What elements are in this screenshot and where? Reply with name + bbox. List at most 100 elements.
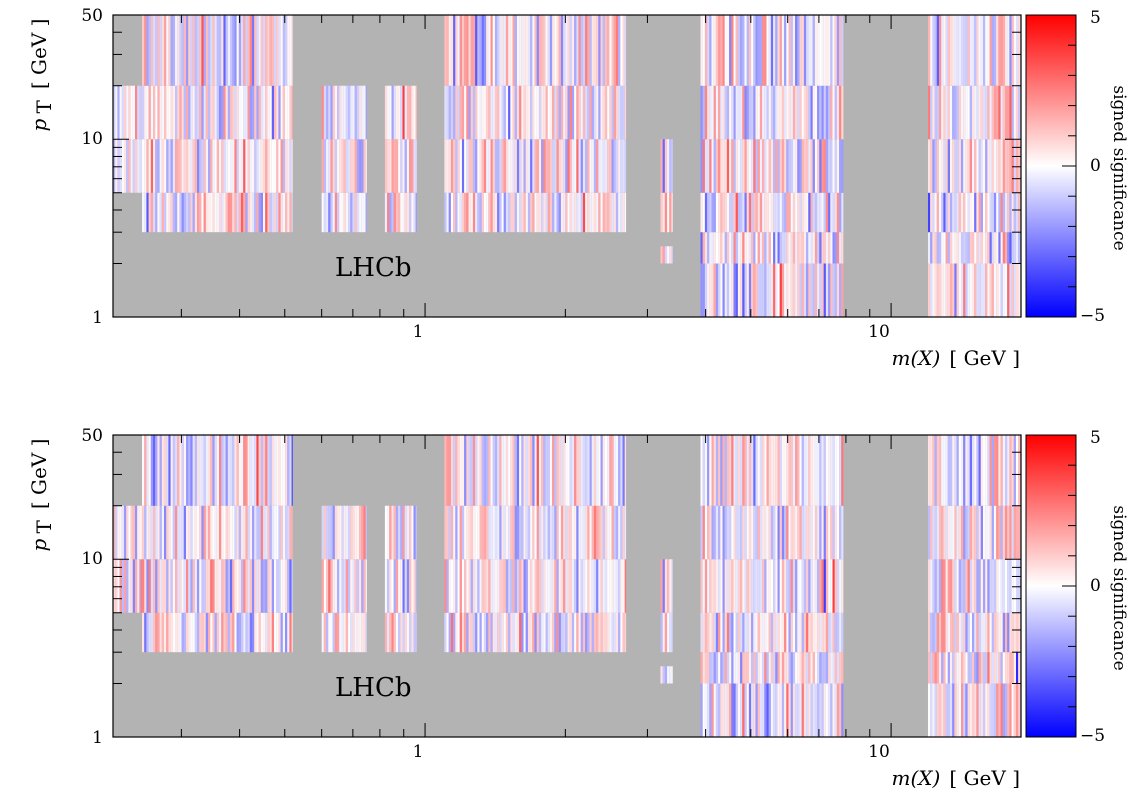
heatmap-cell (563, 15, 566, 86)
heatmap-cell (596, 85, 599, 140)
heatmap-cell (486, 15, 489, 86)
heatmap-cell (538, 435, 542, 506)
heatmap-cell (742, 85, 745, 140)
heatmap-cell (1004, 652, 1008, 684)
heatmap-cell (400, 559, 403, 613)
heatmap-cell (1002, 15, 1005, 86)
heatmap-cell (828, 263, 831, 317)
heatmap-cell (1011, 505, 1014, 560)
heatmap-cell (214, 139, 217, 193)
heatmap-cell (965, 15, 968, 86)
heatmap-cell (363, 505, 366, 560)
heatmap-cell (996, 559, 999, 613)
heatmap-cell (190, 139, 193, 193)
heatmap-cell (265, 15, 268, 86)
heatmap-cell (508, 192, 511, 233)
heatmap-cell (618, 192, 621, 233)
heatmap-cell (527, 85, 531, 140)
heatmap-cell (757, 15, 760, 86)
heatmap-cell (740, 559, 743, 613)
heatmap-cell (536, 139, 539, 193)
heatmap-cell (726, 505, 730, 560)
heatmap-cell (413, 505, 416, 560)
heatmap-cell (571, 435, 575, 506)
heatmap-cell (963, 683, 966, 737)
heatmap-cell (287, 505, 290, 560)
heatmap-cell (402, 505, 405, 560)
heatmap-cell (453, 435, 456, 506)
heatmap-cell (576, 612, 579, 653)
heatmap-cell (985, 559, 988, 613)
top-y-axis-label: p T [ GeV ] (27, 19, 56, 132)
heatmap-cell (516, 505, 520, 560)
heatmap-cell (971, 435, 975, 506)
heatmap-cell (470, 85, 473, 140)
heatmap-cell (768, 612, 771, 653)
heatmap-cell (470, 612, 473, 653)
heatmap-cell (709, 652, 712, 684)
heatmap-cell (400, 505, 403, 560)
heatmap-cell (797, 652, 800, 684)
heatmap-cell (289, 505, 292, 560)
heatmap-cell (269, 192, 272, 233)
heatmap-cell (179, 435, 182, 506)
heatmap-cell (267, 505, 270, 560)
heatmap-cell (175, 505, 178, 560)
heatmap-cell (989, 435, 992, 506)
heatmap-cell (128, 505, 131, 560)
heatmap-cell (830, 263, 833, 317)
heatmap-cell (823, 559, 826, 613)
heatmap-cell (525, 559, 528, 613)
heatmap-cell (766, 559, 769, 613)
heatmap-cell (406, 559, 410, 613)
heatmap-cell (801, 15, 804, 86)
top-cell-group-5-1 (660, 192, 673, 233)
heatmap-cell (243, 505, 246, 560)
heatmap-cell (247, 612, 250, 653)
heatmap-cell (989, 192, 992, 233)
heatmap-cell (945, 192, 948, 233)
heatmap-cell (341, 192, 344, 233)
heatmap-cell (523, 139, 526, 193)
heatmap-cell (153, 139, 156, 193)
heatmap-cell (203, 192, 206, 233)
heatmap-cell (210, 85, 213, 140)
heatmap-cell (613, 15, 616, 86)
heatmap-cell (172, 15, 176, 86)
heatmap-cell (536, 85, 539, 140)
heatmap-cell (945, 559, 948, 613)
heatmap-cell (400, 192, 403, 233)
heatmap-cell (238, 192, 242, 233)
heatmap-cell (753, 192, 756, 233)
heatmap-cell (348, 505, 351, 560)
heatmap-cell (225, 139, 228, 193)
heatmap-cell (175, 139, 178, 193)
heatmap-cell (722, 85, 725, 140)
heatmap-cell (733, 85, 736, 140)
heatmap-cell (468, 139, 471, 193)
heatmap-cell (823, 263, 826, 317)
heatmap-cell (530, 435, 533, 506)
heatmap-cell (958, 652, 961, 684)
heatmap-cell (558, 559, 561, 613)
heatmap-cell (943, 192, 946, 233)
heatmap-cell (803, 192, 807, 233)
heatmap-cell (784, 612, 787, 653)
heatmap-cell (718, 192, 721, 233)
heatmap-cell (1011, 85, 1014, 140)
heatmap-cell (241, 15, 244, 86)
heatmap-cell (704, 559, 708, 613)
heatmap-cell (1000, 85, 1003, 140)
heatmap-cell (960, 559, 964, 613)
heatmap-cell (1013, 192, 1016, 233)
heatmap-cell (263, 85, 266, 140)
heatmap-cell (523, 612, 526, 653)
heatmap-cell (797, 15, 800, 86)
heatmap-cell (464, 192, 467, 233)
heatmap-cell (203, 559, 206, 613)
heatmap-cell (282, 15, 286, 86)
heatmap-cell (731, 559, 734, 613)
heatmap-cell (770, 435, 774, 506)
heatmap-cell (406, 139, 410, 193)
heatmap-cell (949, 505, 953, 560)
